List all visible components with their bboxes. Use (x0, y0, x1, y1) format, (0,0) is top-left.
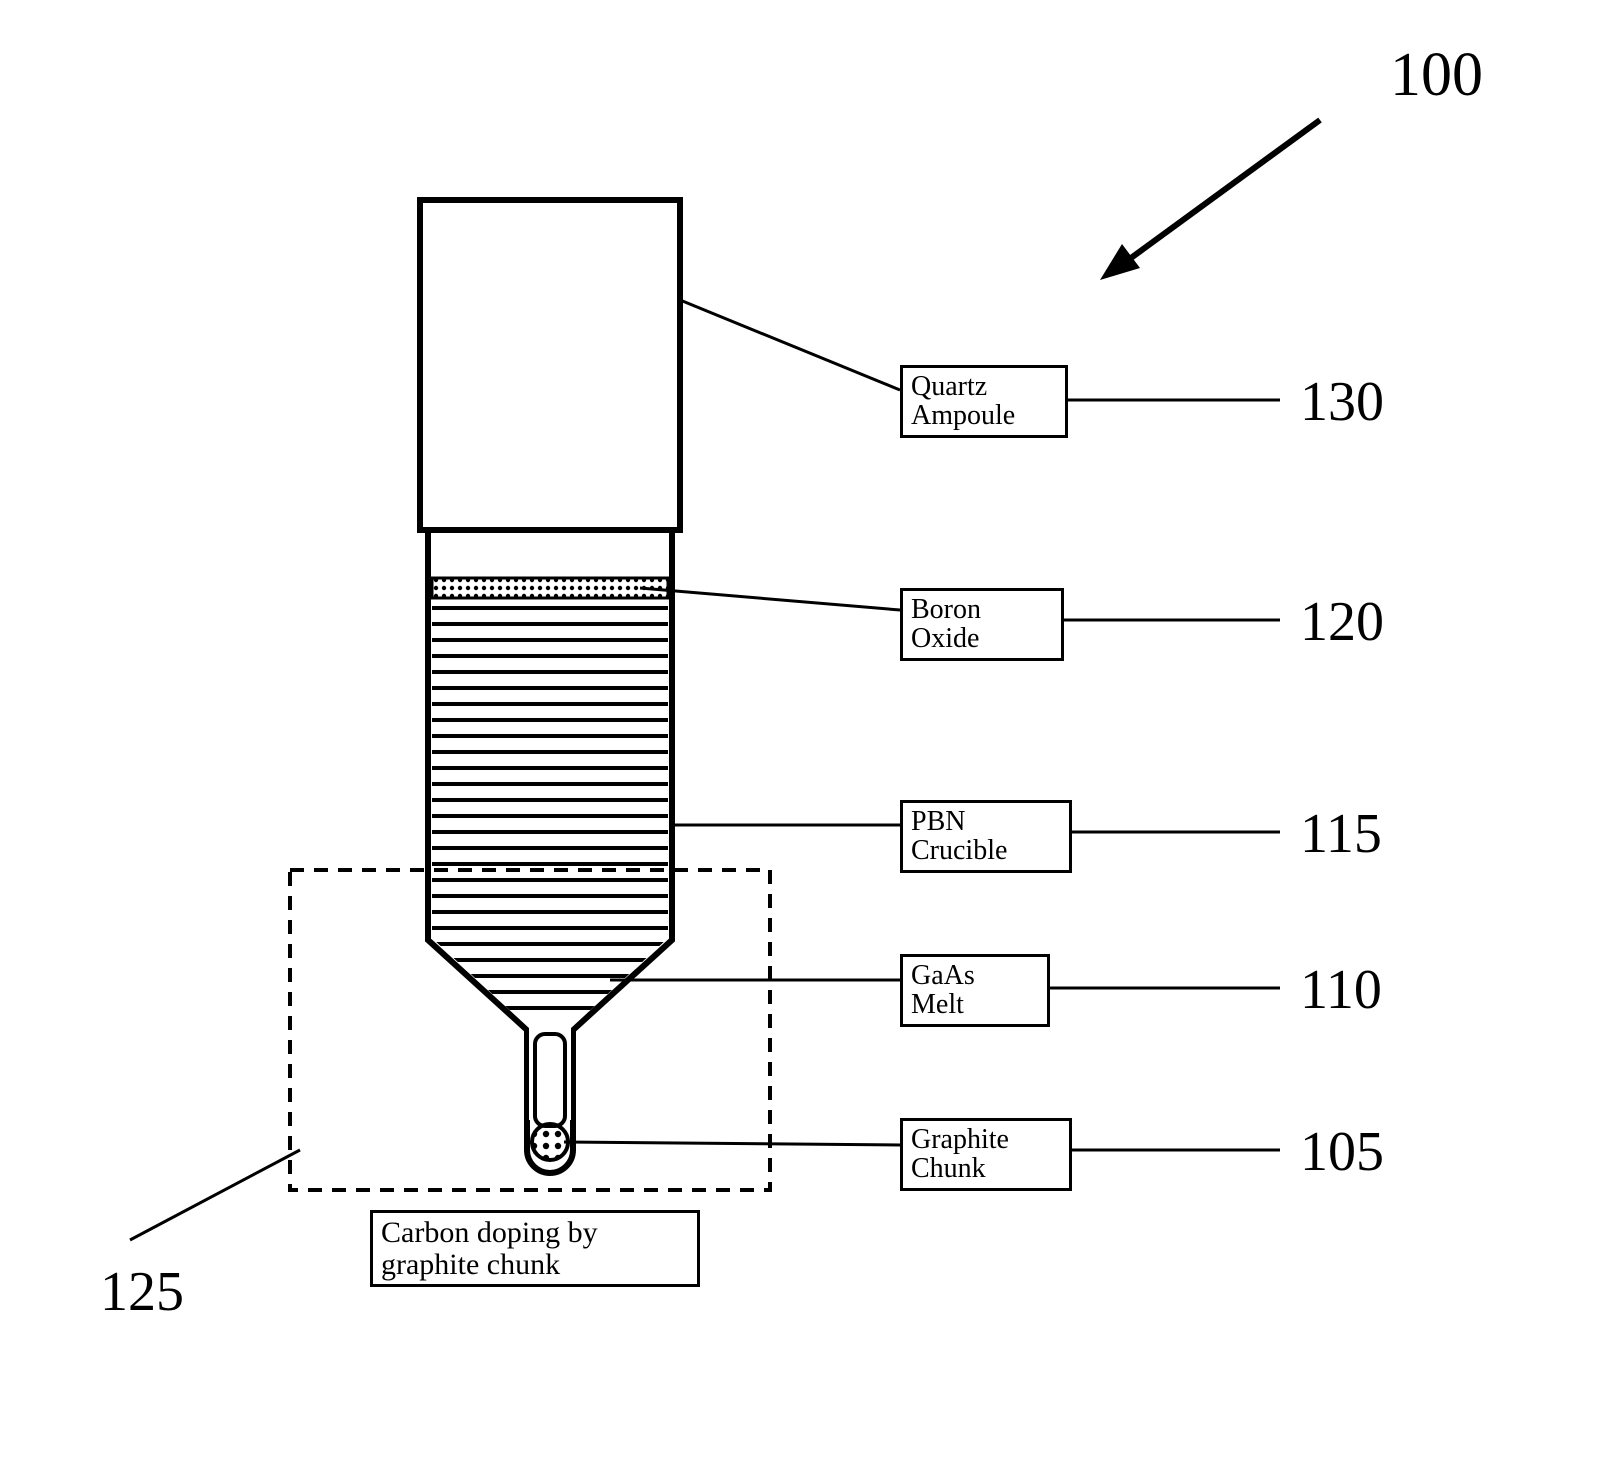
label-graphite-chunk: Graphite Chunk (900, 1118, 1072, 1191)
ref-120: 120 (1300, 590, 1384, 654)
diagram-svg (0, 0, 1624, 1461)
label-line: Crucible (911, 835, 1007, 866)
label-gaas-melt: GaAs Melt (900, 954, 1050, 1027)
ref-105: 105 (1300, 1120, 1384, 1184)
label-pbn-crucible: PBN Crucible (900, 800, 1072, 873)
ref-125: 125 (100, 1260, 184, 1324)
quartz-ampoule (420, 200, 680, 530)
ref-130: 130 (1300, 370, 1384, 434)
caption-line: graphite chunk (381, 1248, 560, 1281)
label-line: PBN (911, 806, 965, 837)
arrow-100 (1100, 120, 1320, 280)
label-line: Oxide (911, 623, 979, 654)
ref-100: 100 (1390, 40, 1483, 111)
ref-110: 110 (1300, 958, 1382, 1022)
label-line: Ampoule (911, 400, 1015, 431)
ref-115: 115 (1300, 802, 1382, 866)
label-boron-oxide: Boron Oxide (900, 588, 1064, 661)
caption-line: Carbon doping by (381, 1216, 598, 1249)
label-line: Graphite (911, 1124, 1009, 1155)
diagram-canvas: 100 Quartz Ampoule 130 Boron Oxide 120 P… (0, 0, 1624, 1461)
label-line: Boron (911, 594, 981, 625)
leader-lines-refs (1050, 400, 1280, 1150)
boron-oxide-layer (432, 578, 668, 598)
label-line: Chunk (911, 1153, 986, 1184)
label-line: GaAs (911, 960, 975, 991)
label-quartz-ampoule: Quartz Ampoule (900, 365, 1068, 438)
graphite-chunk (532, 1124, 568, 1160)
caption-box: Carbon doping by graphite chunk (370, 1210, 700, 1287)
label-line: Melt (911, 989, 964, 1020)
label-line: Quartz (911, 371, 987, 402)
